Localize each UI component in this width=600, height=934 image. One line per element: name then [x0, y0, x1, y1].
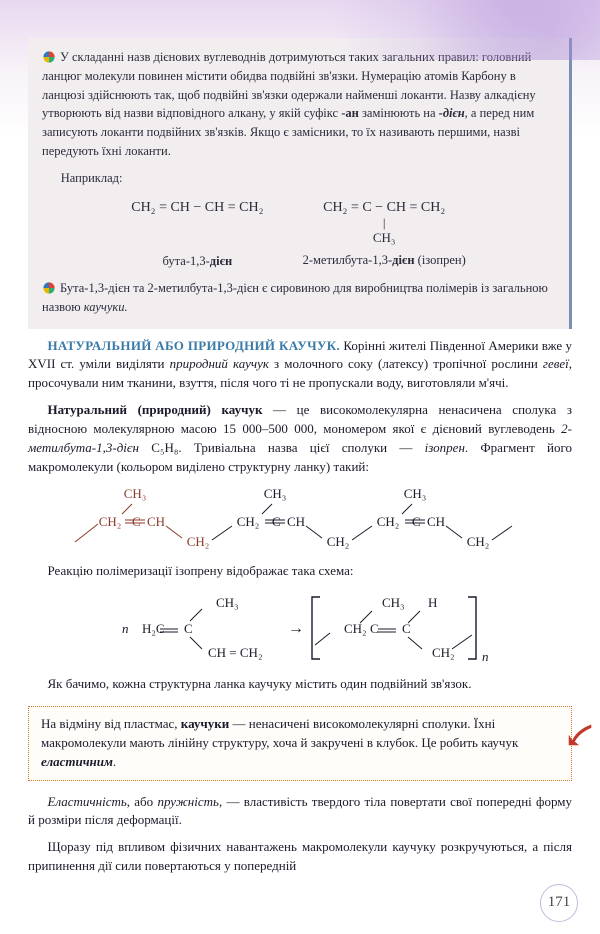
paragraph-3: Реакцію полімеризації ізопрену відобража…	[28, 562, 572, 581]
rule-note: Бута-1,3-дієн та 2-метилбута-1,3-дієн є …	[42, 279, 555, 317]
svg-text:C: C	[272, 514, 281, 529]
svg-text:CH₂: CH₂	[187, 534, 210, 549]
rule-box: У складанні назв дієнових вуглеводнів до…	[28, 38, 572, 329]
svg-text:C: C	[402, 621, 411, 636]
formula-caption-1: бута-1,3-дієн	[131, 252, 263, 271]
paragraph-1: НАТУРАЛЬНИЙ АБО ПРИРОДНИЙ КАУЧУК. Корінн…	[28, 337, 572, 394]
svg-text:CH₂: CH₂	[237, 514, 260, 529]
example-label: Наприклад:	[42, 169, 555, 188]
formula-butadiene: CH₂ = CH − CH = CH₂ бута-1,3-дієн	[131, 197, 263, 271]
svg-text:CH₂: CH₂	[99, 514, 122, 529]
svg-text:C: C	[370, 621, 379, 636]
highlight-box: На відміну від пластмас, каучуки — ненас…	[28, 706, 572, 781]
formula-isoprene: CH₂ = C − CH = CH₂ |CH₃ 2-метилбута-1,3-…	[303, 197, 466, 269]
svg-text:CH = CH₂: CH = CH₂	[208, 645, 262, 660]
svg-text:CH: CH	[147, 514, 165, 529]
svg-text:CH₃: CH₃	[404, 486, 427, 501]
svg-text:CH₃: CH₃	[382, 595, 405, 610]
svg-text:CH₃: CH₃	[216, 595, 239, 610]
paragraph-2: Натуральний (природний) каучук — це висо…	[28, 401, 572, 476]
formula-caption-2: 2-метилбута-1,3-дієн (ізопрен)	[303, 251, 466, 270]
polymerization-scheme: n H₂C C CH₃ CH = CH₂ → n CH₂ CH₃ C C H C…	[90, 589, 510, 667]
svg-text:CH₂: CH₂	[327, 534, 350, 549]
svg-text:n: n	[482, 649, 489, 664]
svg-text:H: H	[428, 595, 437, 610]
svg-text:C: C	[132, 514, 141, 529]
paragraph-4: Як бачимо, кожна структурна ланка каучук…	[28, 675, 572, 694]
polymer-fragment-diagram: CH₃ CH₂ C CH CH₂ CH₃ CH₂ C CH CH₂	[70, 484, 530, 554]
arrow-icon	[567, 721, 593, 747]
paragraph-6: Щоразу під впливом фізичних навантажень …	[28, 838, 572, 876]
rule-text: У складанні назв дієнових вуглеводнів до…	[42, 50, 536, 158]
pinwheel-icon	[42, 50, 56, 64]
svg-text:CH₂: CH₂	[432, 645, 455, 660]
svg-text:CH₂: CH₂	[377, 514, 400, 529]
svg-text:n: n	[122, 621, 129, 636]
paragraph-5: Еластичність, або пружність, — властивіс…	[28, 793, 572, 831]
svg-text:CH: CH	[287, 514, 305, 529]
svg-text:CH: CH	[427, 514, 445, 529]
svg-text:CH₂: CH₂	[467, 534, 490, 549]
section-heading: НАТУРАЛЬНИЙ АБО ПРИРОДНИЙ КАУЧУК.	[48, 338, 341, 353]
svg-text:CH₂: CH₂	[344, 621, 367, 636]
formula-row: CH₂ = CH − CH = CH₂ бута-1,3-дієн CH₂ = …	[42, 197, 555, 271]
svg-text:→: →	[288, 620, 304, 637]
page: У складанні назв дієнових вуглеводнів до…	[0, 0, 600, 934]
svg-text:CH₃: CH₃	[124, 486, 147, 501]
pinwheel-icon	[42, 281, 56, 295]
page-number: 171	[540, 884, 578, 922]
svg-text:C: C	[184, 621, 193, 636]
svg-text:C: C	[412, 514, 421, 529]
svg-text:CH₃: CH₃	[264, 486, 287, 501]
